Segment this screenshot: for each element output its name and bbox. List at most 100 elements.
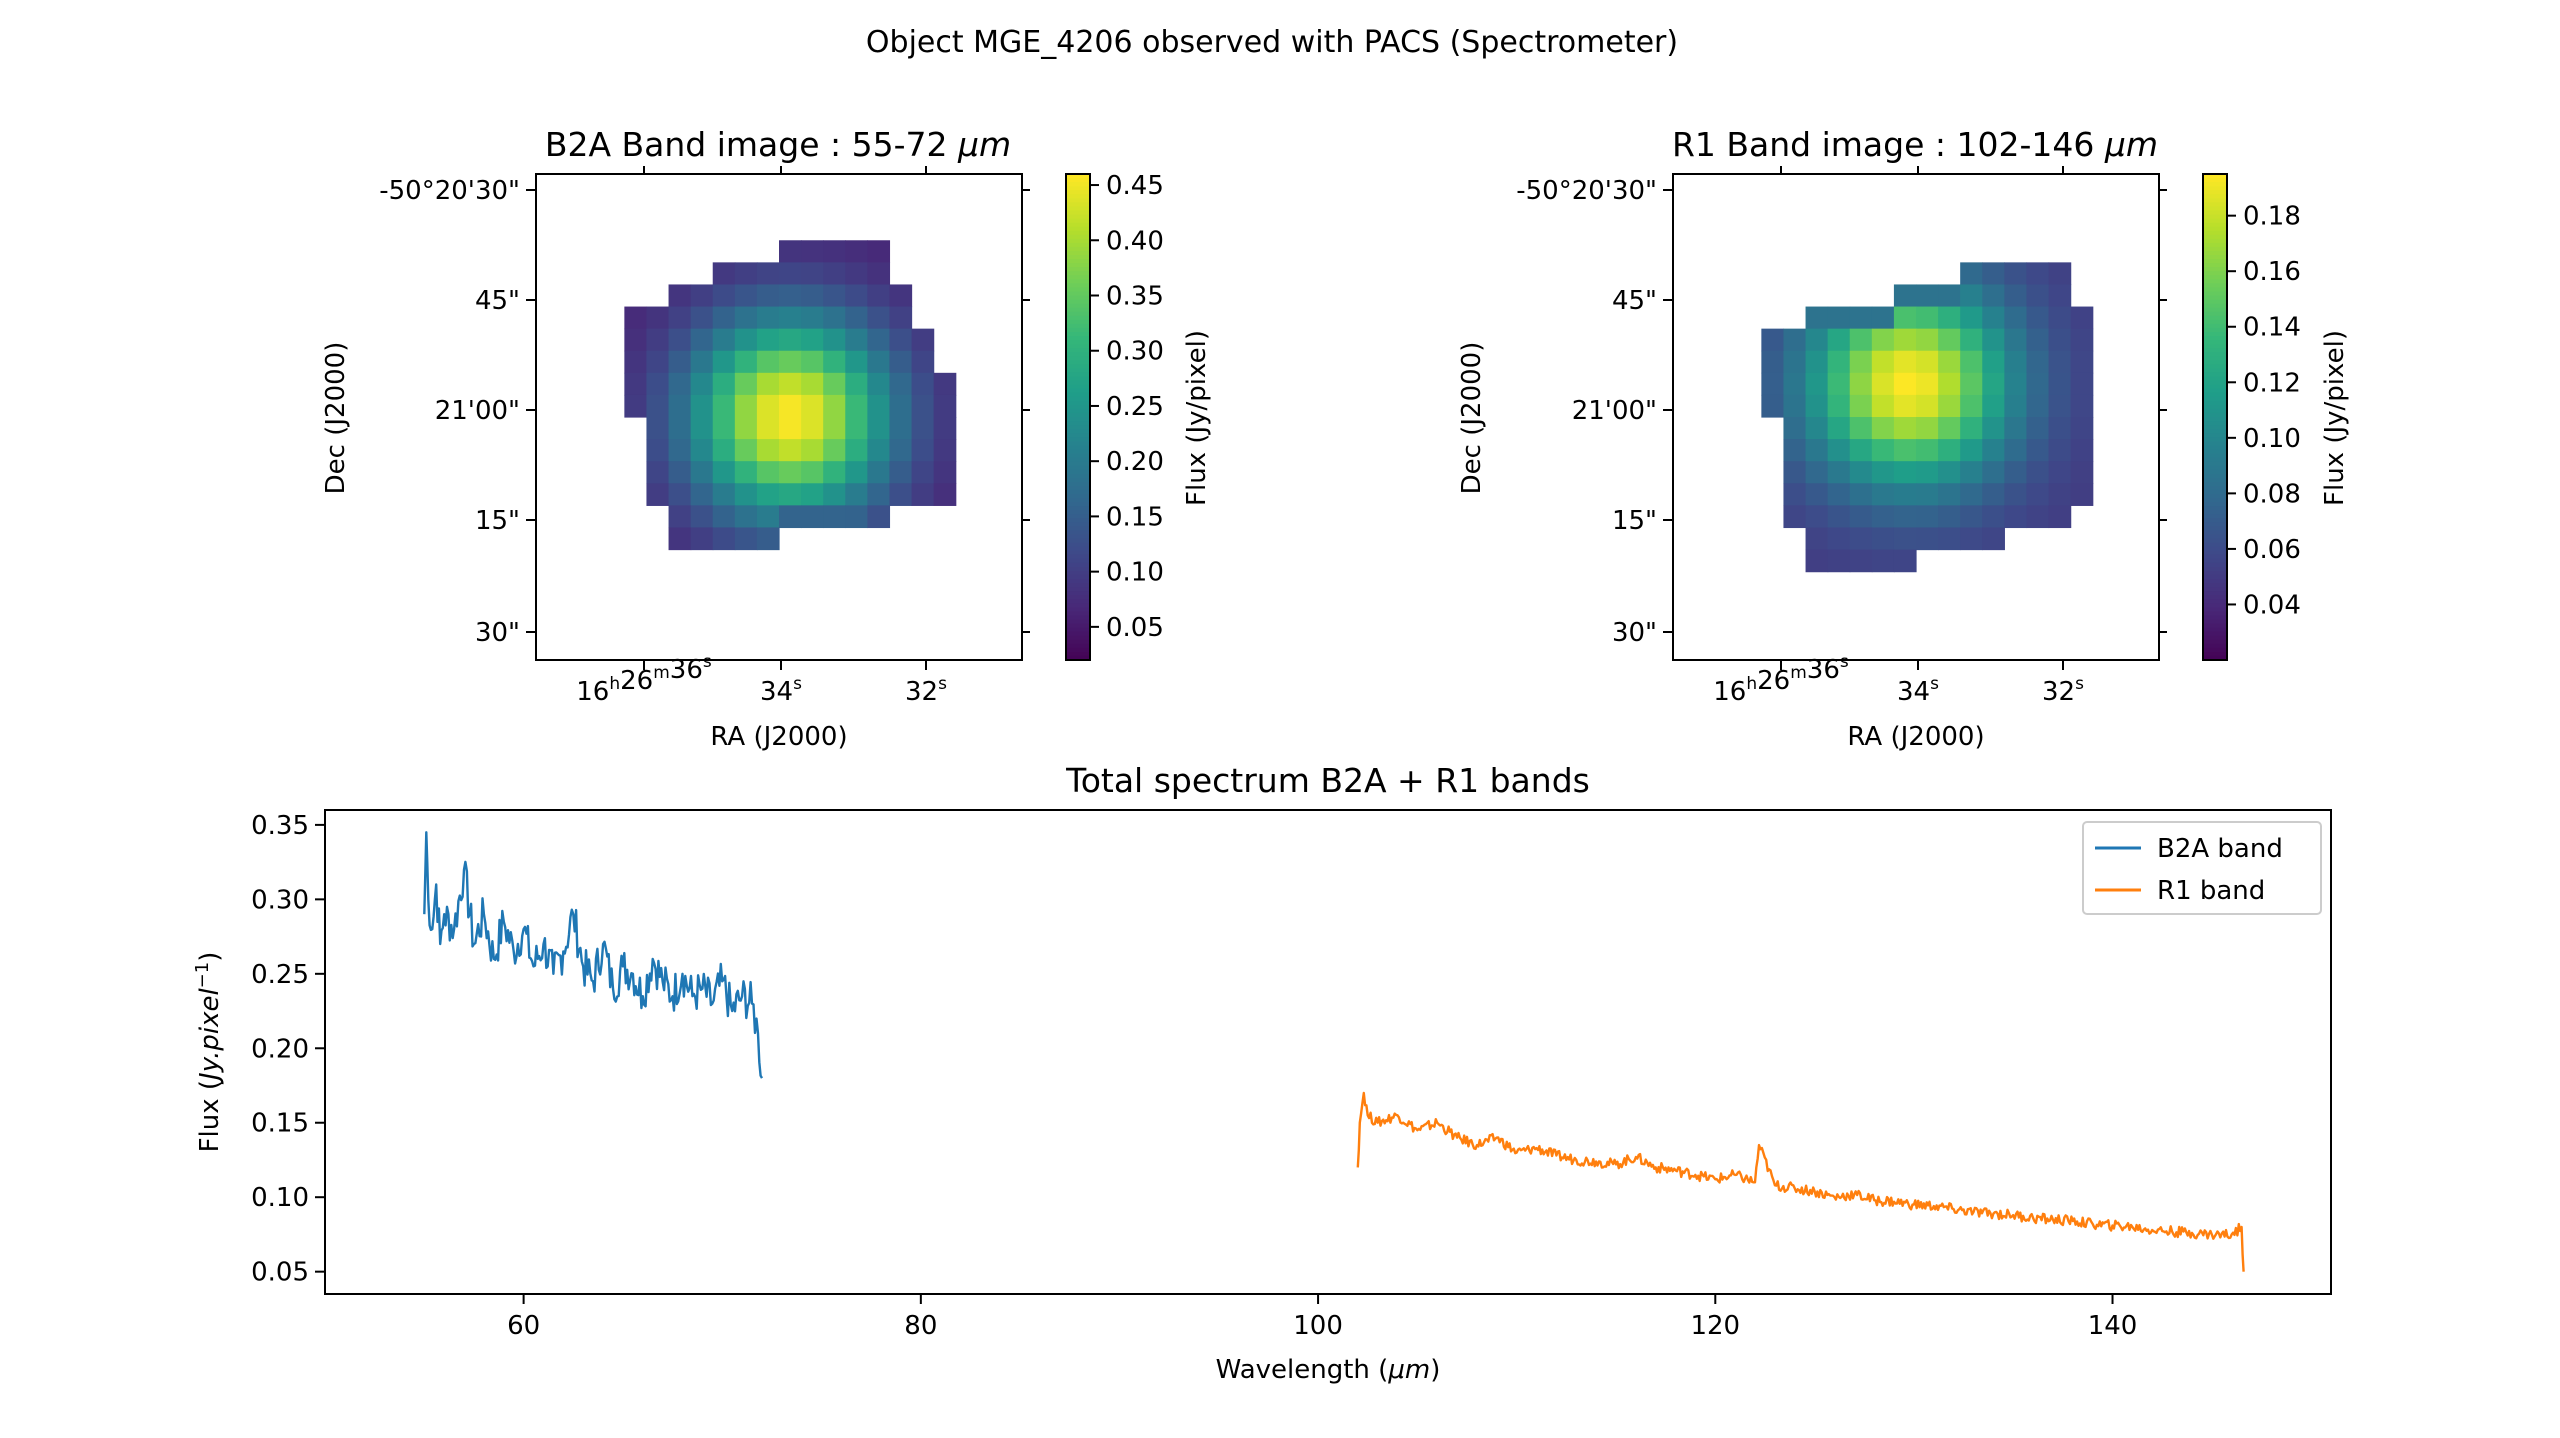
image-pixel bbox=[734, 306, 758, 330]
image-pixel bbox=[823, 350, 846, 374]
image-pixel bbox=[867, 284, 891, 308]
colorbar-step bbox=[1066, 331, 1090, 337]
image-pixel bbox=[845, 372, 868, 396]
image-pixel bbox=[889, 439, 913, 462]
image-pixel bbox=[1827, 306, 1851, 330]
colorbar-step bbox=[1066, 380, 1090, 386]
image-pixel bbox=[1938, 439, 1961, 462]
image-pixel bbox=[933, 483, 957, 506]
image-pixel bbox=[1849, 527, 1873, 551]
colorbar-step bbox=[2203, 311, 2227, 317]
image-pixel bbox=[1960, 328, 1983, 352]
colorbar-step bbox=[2203, 246, 2227, 252]
image-pixel bbox=[1893, 328, 1917, 352]
image-pixel bbox=[823, 372, 846, 396]
image-pixel bbox=[1871, 483, 1895, 506]
image-pixel bbox=[668, 461, 692, 484]
r1-panel-title: R1 Band image : 102-146 μm bbox=[1672, 125, 2158, 164]
dec-tick-label: 30" bbox=[475, 618, 520, 648]
colorbar-step bbox=[1066, 368, 1090, 374]
spectrum-xlabel: Wavelength (μm) bbox=[1216, 1355, 1441, 1385]
colorbar-step bbox=[1066, 246, 1090, 252]
image-pixel bbox=[1871, 417, 1895, 440]
image-pixel bbox=[1938, 350, 1961, 374]
image-pixel bbox=[712, 306, 736, 330]
image-pixel bbox=[690, 417, 714, 440]
colorbar-tick-label: 0.25 bbox=[1106, 392, 1164, 422]
colorbar-step bbox=[1066, 364, 1090, 370]
colorbar-step bbox=[1066, 514, 1090, 520]
image-pixel bbox=[801, 394, 824, 418]
image-pixel bbox=[1982, 328, 2005, 352]
image-pixel bbox=[646, 350, 670, 374]
image-pixel bbox=[756, 350, 780, 374]
image-pixel bbox=[1982, 483, 2005, 506]
b2a-image-panel: B2A Band image : 55-72 μm -50°20'30" 45" 2… bbox=[321, 125, 1212, 752]
colorbar-step bbox=[2203, 182, 2227, 187]
colorbar-step bbox=[2203, 226, 2227, 232]
colorbar-step bbox=[1066, 182, 1090, 187]
colorbar-step bbox=[1066, 214, 1090, 220]
image-pixel bbox=[1827, 328, 1851, 352]
image-pixel bbox=[1960, 439, 1983, 462]
colorbar-step bbox=[1066, 336, 1090, 341]
image-pixel bbox=[1871, 439, 1895, 462]
colorbar-step bbox=[2203, 242, 2227, 248]
x-tick-label: 60 bbox=[507, 1311, 540, 1341]
image-pixel bbox=[867, 306, 891, 330]
colorbar-step bbox=[2203, 174, 2227, 179]
colorbar-step bbox=[1066, 198, 1090, 204]
colorbar-step bbox=[1066, 348, 1090, 353]
colorbar-step bbox=[2203, 554, 2227, 560]
image-pixel bbox=[734, 262, 758, 286]
colorbar-step bbox=[2203, 303, 2227, 309]
spectrum-axes: 60 80 100 120 140 0.05 0.10 0.15 0.20 0.25 0.30 0.3… bbox=[251, 811, 2137, 1341]
colorbar-step bbox=[1066, 453, 1090, 459]
dec-tick-label: -50°20'30" bbox=[379, 176, 520, 206]
image-pixel bbox=[2026, 505, 2050, 529]
colorbar-step bbox=[2203, 327, 2227, 333]
image-pixel bbox=[845, 461, 868, 484]
colorbar-step bbox=[2203, 307, 2227, 313]
colorbar-step bbox=[1066, 340, 1090, 345]
colorbar-step bbox=[1066, 647, 1090, 653]
ra-tick-label: 34s bbox=[760, 674, 802, 707]
r1-image-frame bbox=[1672, 173, 2160, 661]
image-pixel bbox=[2070, 461, 2094, 484]
colorbar-step bbox=[1066, 384, 1090, 390]
colorbar-step bbox=[2203, 344, 2227, 349]
colorbar-step bbox=[1066, 554, 1090, 560]
image-pixel bbox=[690, 372, 714, 396]
image-pixel bbox=[823, 306, 846, 330]
image-pixel bbox=[712, 372, 736, 396]
image-pixel bbox=[2004, 350, 2028, 374]
colorbar-step bbox=[2203, 291, 2227, 297]
colorbar-tick-label: 0.10 bbox=[1106, 558, 1164, 588]
image-pixel bbox=[801, 417, 824, 440]
image-pixel bbox=[801, 284, 824, 308]
colorbar-tick-label: 0.16 bbox=[2243, 257, 2301, 287]
colorbar-step bbox=[2203, 267, 2227, 272]
image-pixel bbox=[1893, 505, 1917, 529]
image-pixel bbox=[823, 483, 846, 506]
image-pixel bbox=[1916, 372, 1939, 396]
image-pixel bbox=[845, 483, 868, 506]
image-pixel bbox=[1783, 417, 1807, 440]
colorbar-step bbox=[2203, 615, 2227, 621]
image-pixel bbox=[1960, 284, 1983, 308]
image-pixel bbox=[867, 461, 891, 484]
colorbar-step bbox=[1066, 639, 1090, 645]
image-pixel bbox=[734, 439, 758, 462]
colorbar-step bbox=[2203, 271, 2227, 277]
colorbar-step bbox=[1066, 469, 1090, 475]
image-pixel bbox=[1849, 461, 1873, 484]
image-pixel bbox=[2004, 306, 2028, 330]
colorbar-step bbox=[2203, 595, 2227, 601]
colorbar-step bbox=[2203, 599, 2227, 605]
colorbar-step bbox=[1066, 518, 1090, 524]
colorbar-step bbox=[1066, 327, 1090, 333]
image-pixel bbox=[823, 505, 846, 529]
image-pixel bbox=[1893, 350, 1917, 374]
colorbar-step bbox=[1066, 574, 1090, 580]
colorbar-step bbox=[2203, 222, 2227, 228]
